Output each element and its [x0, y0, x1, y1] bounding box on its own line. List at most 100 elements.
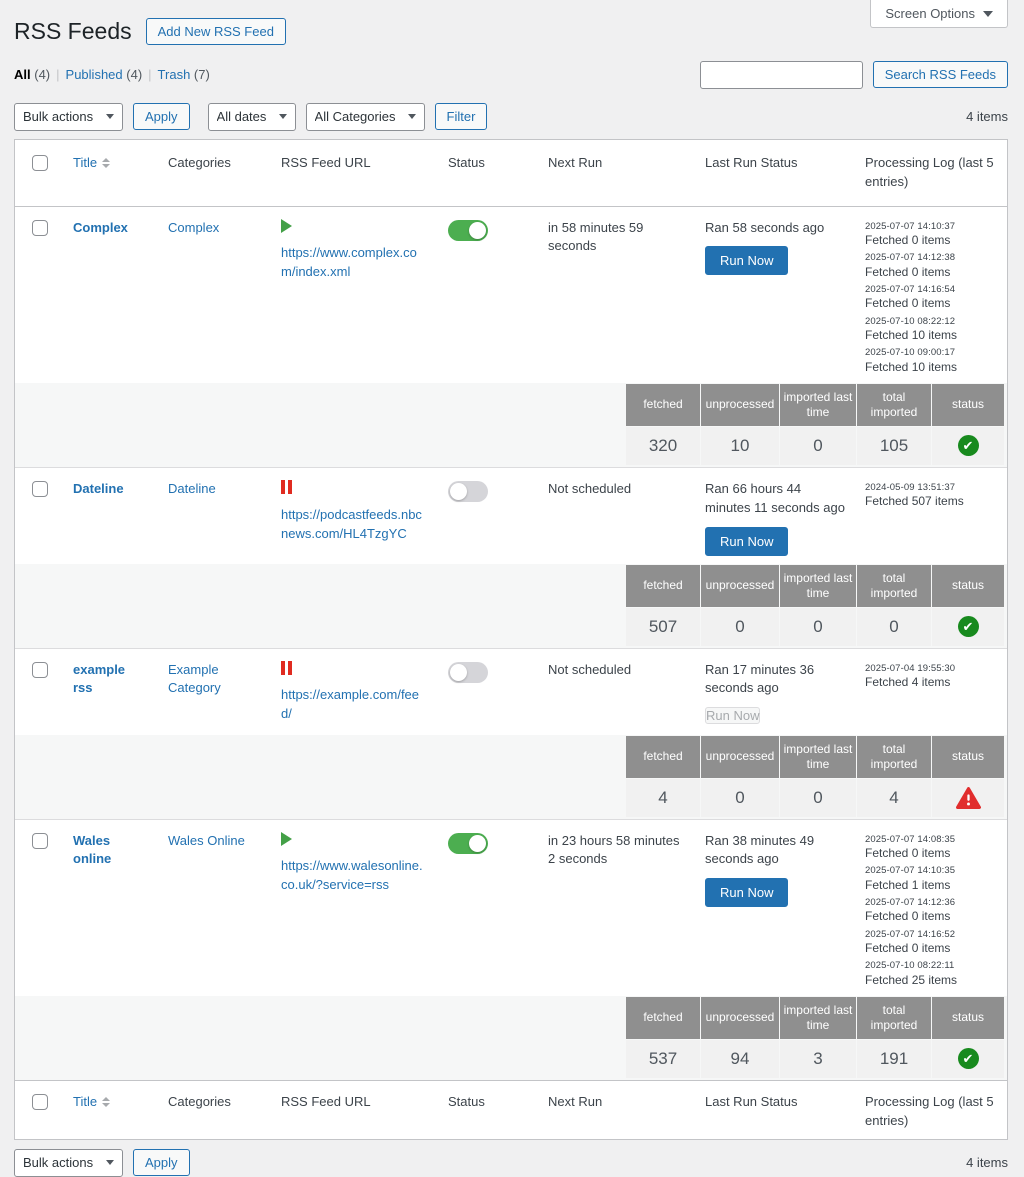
last-run-text: Ran 66 hours 44 minutes 11 seconds ago — [705, 480, 845, 515]
stats-value-imported_last_time: 0 — [780, 426, 856, 465]
sort-by-title-link[interactable]: Title — [73, 1093, 111, 1112]
bulk-actions-select[interactable]: Bulk actions — [14, 1148, 123, 1177]
log-timestamp: 2025-07-10 08:22:11 — [865, 960, 955, 972]
stats-column-header: unprocessed — [701, 564, 779, 607]
search-rss-feeds-button[interactable]: Search RSS Feeds — [872, 61, 1008, 89]
feed-url-link[interactable]: https://podcastfeeds.nbcnews.com/HL4TzgY… — [281, 506, 422, 541]
stats-column-header: unprocessed — [701, 735, 779, 778]
view-published-link[interactable]: Published (4) — [65, 67, 143, 83]
row-checkbox[interactable] — [32, 219, 48, 236]
categories-filter-select[interactable]: All Categories — [305, 102, 425, 131]
apply-button[interactable]: Apply — [133, 1149, 190, 1177]
log-message: Fetched 4 items — [865, 674, 951, 689]
stats-column-header: total imported — [857, 996, 931, 1039]
feed-stats-band: fetched unprocessed imported last time tota… — [15, 563, 1007, 648]
run-now-button[interactable]: Run Now — [705, 878, 789, 908]
feed-url-link[interactable]: https://www.complex.com/index.xml — [281, 245, 417, 280]
stats-column-header: status — [932, 564, 1004, 607]
log-message: Fetched 0 items — [865, 940, 951, 955]
stats-column-header: unprocessed — [701, 383, 779, 426]
log-message: Fetched 0 items — [865, 232, 951, 247]
log-message: Fetched 10 items — [865, 327, 958, 342]
select-all-checkbox[interactable] — [32, 1093, 48, 1110]
log-timestamp: 2025-07-07 14:16:54 — [865, 283, 956, 295]
feed-stats-band: fetched unprocessed imported last time tota… — [15, 734, 1007, 819]
column-header-next-run: Next Run — [548, 1093, 603, 1109]
status-toggle[interactable] — [448, 832, 488, 854]
feed-category-link[interactable]: Wales Online — [168, 832, 245, 848]
log-timestamp: 2025-07-07 14:12:38 — [865, 252, 956, 264]
feed-stats-table: fetched unprocessed imported last time tota… — [625, 996, 1005, 1079]
log-entry: 2025-07-07 14:12:36 Fetched 0 items — [865, 893, 997, 924]
row-checkbox[interactable] — [32, 480, 48, 497]
status-toggle[interactable] — [448, 480, 488, 502]
view-all-link[interactable]: All (4) — [14, 67, 51, 83]
sort-arrows-icon — [102, 158, 111, 169]
stats-value-total_imported: 105 — [857, 426, 931, 465]
check-icon: ✔ — [957, 1048, 979, 1070]
pause-icon — [281, 479, 292, 494]
log-timestamp: 2025-07-07 14:12:36 — [865, 896, 956, 908]
log-timestamp: 2025-07-10 09:00:17 — [865, 347, 956, 359]
table-footer-row: Title Categories RSS Feed URL Status Nex… — [15, 1079, 1007, 1139]
column-header-next-run: Next Run — [548, 154, 603, 170]
next-run-text: in 58 minutes 59 seconds — [548, 219, 644, 254]
run-now-button[interactable]: Run Now — [705, 707, 761, 725]
log-entry: 2025-07-07 14:10:35 Fetched 1 items — [865, 861, 997, 892]
feed-category-link[interactable]: Example Category — [168, 661, 221, 696]
stats-column-header: fetched — [626, 383, 700, 426]
column-header-last-run: Last Run Status — [705, 154, 798, 170]
dates-filter-select[interactable]: All dates — [207, 102, 296, 131]
play-icon — [281, 218, 292, 233]
run-now-button[interactable]: Run Now — [705, 246, 789, 276]
stats-value-unprocessed: 10 — [701, 426, 779, 465]
stats-value-unprocessed: 0 — [701, 778, 779, 817]
filter-button[interactable]: Filter — [434, 103, 488, 131]
feed-category-link[interactable]: Dateline — [168, 480, 216, 496]
log-timestamp: 2025-07-07 14:10:37 — [865, 220, 956, 232]
add-new-rss-feed-button[interactable]: Add New RSS Feed — [145, 18, 286, 46]
feed-title-link[interactable]: example rss — [73, 661, 126, 696]
log-entry: 2025-07-07 14:16:54 Fetched 0 items — [865, 280, 997, 311]
select-all-checkbox[interactable] — [32, 154, 48, 171]
feed-url-link[interactable]: https://example.com/feed/ — [281, 687, 420, 722]
feed-stats-table: fetched unprocessed imported last time tota… — [625, 383, 1005, 466]
stats-column-header: fetched — [626, 564, 700, 607]
run-now-button[interactable]: Run Now — [705, 526, 789, 556]
stats-value-fetched: 4 — [626, 778, 700, 817]
bulk-actions-select[interactable]: Bulk actions — [14, 102, 123, 131]
feed-row: Dateline Dateline https://podcastfeeds.n… — [15, 466, 1007, 648]
view-trash-link[interactable]: Trash (7) — [157, 67, 210, 83]
feed-title-link[interactable]: Dateline — [73, 480, 124, 496]
status-toggle[interactable] — [448, 219, 488, 241]
status-toggle[interactable] — [448, 661, 488, 683]
last-run-text: Ran 38 minutes 49 seconds ago — [705, 832, 815, 867]
toggle-knob — [450, 663, 467, 681]
search-input[interactable] — [699, 60, 863, 89]
apply-button[interactable]: Apply — [133, 103, 190, 131]
stats-status-error — [932, 778, 1004, 817]
stats-value-fetched: 537 — [626, 1039, 700, 1078]
check-icon: ✔ — [957, 616, 979, 638]
feed-url-link[interactable]: https://www.walesonline.co.uk/?service=r… — [281, 858, 423, 893]
log-entry: 2025-07-07 14:08:35 Fetched 0 items — [865, 830, 997, 861]
items-count: 4 items — [966, 109, 1008, 125]
stats-value-unprocessed: 0 — [701, 607, 779, 646]
screen-options-button[interactable]: Screen Options — [870, 0, 1008, 28]
row-checkbox[interactable] — [32, 832, 48, 849]
check-icon: ✔ — [957, 435, 979, 457]
toggle-knob — [450, 482, 467, 500]
sort-by-title-link[interactable]: Title — [73, 154, 111, 173]
row-checkbox[interactable] — [32, 661, 48, 678]
warning-icon — [935, 786, 1001, 809]
stats-column-header: total imported — [857, 383, 931, 426]
stats-column-header: fetched — [626, 735, 700, 778]
feed-title-link[interactable]: Complex — [73, 219, 128, 235]
last-run-text: Ran 58 seconds ago — [705, 219, 825, 235]
feed-category-link[interactable]: Complex — [168, 219, 220, 235]
stats-value-total_imported: 4 — [857, 778, 931, 817]
log-message: Fetched 0 items — [865, 845, 951, 860]
column-header-categories: Categories — [168, 154, 231, 170]
next-run-text: Not scheduled — [548, 480, 632, 496]
feed-title-link[interactable]: Wales online — [73, 832, 112, 867]
